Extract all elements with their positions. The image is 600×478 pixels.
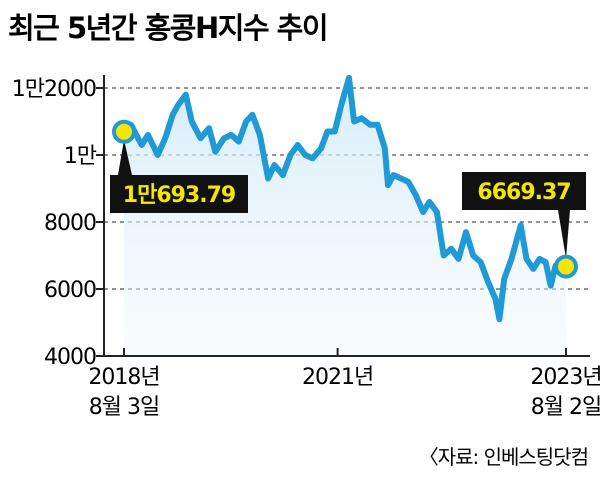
callout-pointer: [118, 139, 132, 175]
series-line: [121, 74, 569, 323]
data-marker: [112, 119, 136, 144]
series-area-fill: [124, 77, 566, 357]
source-note: 〈자료: 인베스팅닷컴: [419, 445, 588, 469]
callout-box: [462, 172, 586, 210]
callout-pointer: [558, 210, 570, 259]
y-tick-label: 1만: [64, 144, 97, 169]
callout: 6669.37: [462, 172, 586, 279]
callout-label: 6669.37: [477, 180, 570, 205]
x-tick-label: 2021년: [302, 365, 373, 390]
y-tick-label: 6000: [44, 278, 96, 303]
x-tick-label: 8월 2일: [531, 395, 600, 420]
series-line-path: [121, 74, 569, 323]
y-axis-ticks: 1만2000 1만 8000 6000 4000: [12, 77, 104, 370]
y-tick-label: 1만2000: [12, 77, 96, 102]
callout-label: 1만693.79: [123, 183, 235, 208]
callout: 1만693.79: [110, 119, 248, 213]
chart-title: 최근 5년간 홍콩H지수 추이: [8, 11, 327, 45]
series-area: [124, 77, 566, 357]
x-tick-label: 8월 3일: [89, 395, 159, 420]
annotations: 1만693.79 6669.37: [110, 119, 586, 279]
y-tick-label: 4000: [44, 345, 96, 370]
x-tick-label: 2018년: [88, 365, 159, 390]
x-axis-ticks: 2018년 8월 3일 2021년 2023년 8월 2일: [88, 348, 600, 420]
callout-box: [110, 175, 248, 213]
data-marker: [554, 254, 578, 279]
y-tick-label: 8000: [44, 211, 96, 236]
x-tick-label: 2023년: [530, 365, 600, 390]
